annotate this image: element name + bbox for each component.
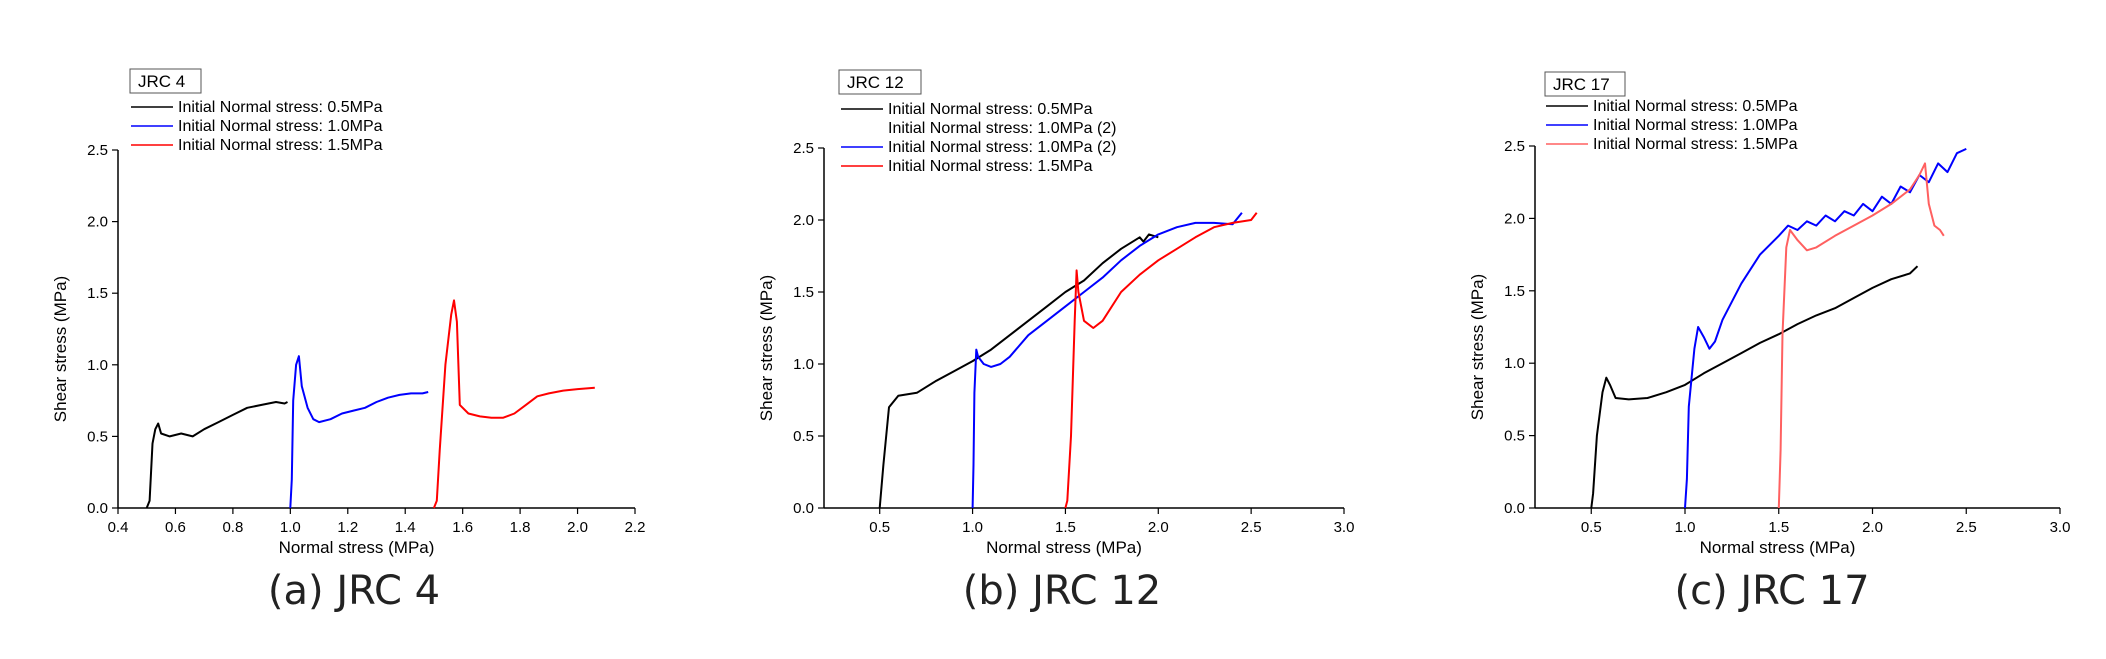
y-axis-title: Shear stress (MPa) <box>1468 274 1487 420</box>
y-tick-label: 0.5 <box>1504 428 1525 445</box>
x-tick-label: 3.0 <box>2050 519 2071 536</box>
y-tick-label: 2.5 <box>793 140 814 157</box>
x-tick-label: 1.0 <box>962 519 983 536</box>
legend-label: Initial Normal stress: 1.5MPa <box>1593 136 1798 153</box>
x-tick-label: 0.5 <box>1581 519 1602 536</box>
series-line-4 <box>1064 212 1258 509</box>
chart-panel-3: 0.5 1.0 1.5 2.0 2.5 3.0 0.0 0.5 1.0 1.5 2.0 2.5 Norm… <box>1468 71 2071 557</box>
title-box <box>129 68 202 94</box>
y-tick-label: 2.5 <box>1504 138 1525 155</box>
y-tick-label: 1.5 <box>1504 283 1525 300</box>
title-box <box>1544 71 1626 97</box>
x-tick-label: 1.0 <box>280 519 301 536</box>
series-line-1 <box>878 233 1159 509</box>
legend-label: Initial Normal stress: 0.5MPa <box>888 101 1093 118</box>
y-tick-label: 0.0 <box>1504 500 1525 517</box>
series-line-3 <box>1777 162 1945 509</box>
caption-b: (b) JRC 12 <box>962 568 1162 614</box>
x-tick-label: 0.5 <box>869 519 890 536</box>
x-tick-label: 2.0 <box>567 519 588 536</box>
chart-panel-1: 0.4 0.6 0.8 1.0 1.2 1.4 1.6 1.8 2.0 2.2 0.0 0.5 1.0 1… <box>51 68 646 557</box>
legend-label: Initial Normal stress: 1.0MPa <box>178 118 383 135</box>
chart-title: JRC 17 <box>1553 75 1610 94</box>
y-tick-label: 1.0 <box>1504 355 1525 372</box>
y-tick-label: 1.0 <box>87 357 108 374</box>
y-tick-label: 0.0 <box>87 500 108 517</box>
series-line-2 <box>289 355 429 509</box>
series-line-3 <box>971 212 1243 509</box>
x-tick-label: 1.6 <box>452 519 473 536</box>
x-axis-title: Normal stress (MPa) <box>986 538 1142 557</box>
chart-panel-2: 0.5 1.0 1.5 2.0 2.5 3.0 0.0 0.5 1.0 1.5 2.0 2.5 Norm… <box>757 69 1355 557</box>
legend-label: Initial Normal stress: 1.5MPa <box>888 158 1093 175</box>
x-tick-label: 1.8 <box>510 519 531 536</box>
y-tick-label: 0.5 <box>87 428 108 445</box>
x-tick-label: 2.5 <box>1956 519 1977 536</box>
series-line-2 <box>1684 147 1967 509</box>
x-axis-title: Normal stress (MPa) <box>279 538 435 557</box>
x-tick-label: 2.0 <box>1862 519 1883 536</box>
y-axis-title: Shear stress (MPa) <box>757 275 776 421</box>
chart-title: JRC 12 <box>847 73 904 92</box>
y-tick-label: 0.5 <box>793 428 814 445</box>
y-tick-label: 1.0 <box>793 356 814 373</box>
series-line-3 <box>432 299 595 509</box>
x-tick-label: 2.2 <box>625 519 646 536</box>
y-tick-label: 2.0 <box>87 214 108 231</box>
legend-label: Initial Normal stress: 1.5MPa <box>178 137 383 154</box>
y-tick-label: 2.0 <box>793 212 814 229</box>
x-tick-label: 1.5 <box>1055 519 1076 536</box>
x-tick-label: 0.6 <box>165 519 186 536</box>
series-line-1 <box>145 401 288 509</box>
y-axis-title: Shear stress (MPa) <box>51 276 70 422</box>
x-tick-label: 0.4 <box>108 519 129 536</box>
x-tick-label: 0.8 <box>222 519 243 536</box>
y-tick-label: 1.5 <box>87 285 108 302</box>
x-tick-label: 1.2 <box>337 519 358 536</box>
x-axis-title: Normal stress (MPa) <box>1700 538 1856 557</box>
x-tick-label: 2.0 <box>1148 519 1169 536</box>
x-tick-label: 2.5 <box>1241 519 1262 536</box>
y-tick-label: 1.5 <box>793 284 814 301</box>
y-tick-label: 2.0 <box>1504 210 1525 227</box>
caption-c: (c) JRC 17 <box>1674 568 1870 614</box>
x-tick-label: 3.0 <box>1334 519 1355 536</box>
y-tick-label: 0.0 <box>793 500 814 517</box>
chart-title: JRC 4 <box>138 72 185 91</box>
caption-a: (a) JRC 4 <box>267 568 441 614</box>
series-line-1 <box>1590 265 1919 509</box>
legend-label: Initial Normal stress: 0.5MPa <box>1593 98 1798 115</box>
x-tick-label: 1.0 <box>1675 519 1696 536</box>
legend-label: Initial Normal stress: 1.0MPa (2) <box>888 120 1117 137</box>
legend-label: Initial Normal stress: 1.0MPa <box>1593 117 1798 134</box>
title-box <box>838 69 922 95</box>
x-tick-label: 1.4 <box>395 519 416 536</box>
legend-label: Initial Normal stress: 1.0MPa (2) <box>888 139 1117 156</box>
y-tick-label: 2.5 <box>87 142 108 159</box>
legend-label: Initial Normal stress: 0.5MPa <box>178 99 383 116</box>
x-tick-label: 1.5 <box>1768 519 1789 536</box>
